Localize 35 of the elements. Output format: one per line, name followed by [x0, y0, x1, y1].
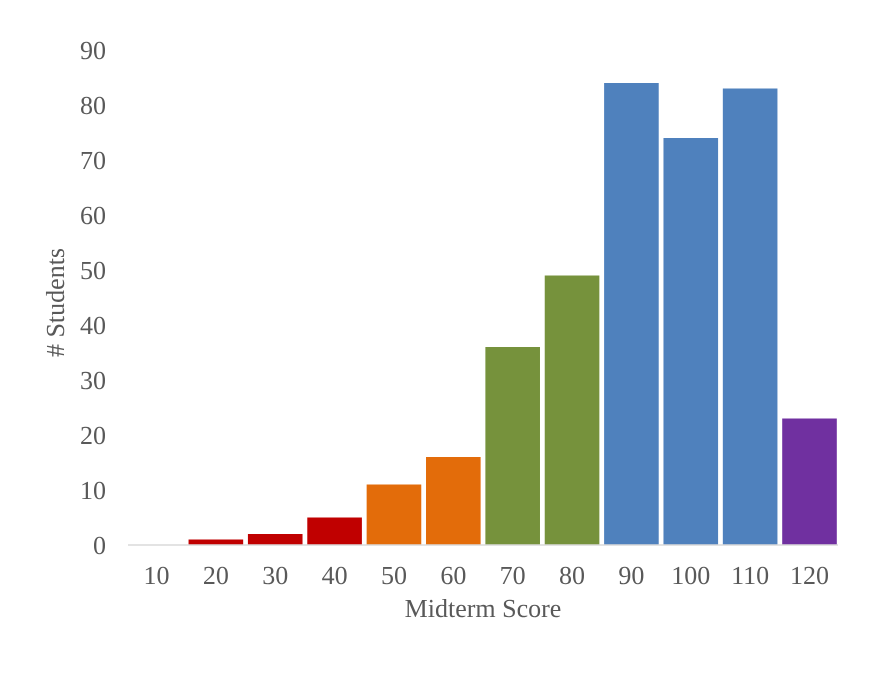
y-tick-label: 80 [80, 91, 106, 120]
bar [188, 540, 244, 545]
x-tick-label: 90 [618, 561, 644, 590]
y-tick-label: 60 [80, 201, 106, 230]
bar [722, 88, 778, 545]
x-tick-label: 100 [671, 561, 710, 590]
x-tick-label: 120 [790, 561, 830, 590]
x-axis-title: Midterm Score [404, 594, 562, 623]
bar [248, 534, 303, 545]
y-tick-label: 40 [80, 311, 106, 340]
bar [544, 276, 600, 545]
bar [307, 518, 362, 545]
bar [782, 418, 837, 545]
bar [604, 83, 659, 545]
bar [366, 484, 422, 545]
bar [663, 138, 718, 545]
x-tick-label: 80 [559, 561, 586, 590]
x-tick-label: 20 [202, 561, 229, 590]
x-tick-label: 110 [731, 561, 770, 590]
x-tick-label: 60 [440, 561, 466, 590]
x-tick-label: 40 [322, 561, 348, 590]
bar [485, 347, 540, 545]
y-axis-title: # Students [41, 248, 70, 358]
y-tick-label: 50 [80, 256, 106, 286]
bar [426, 457, 481, 545]
y-tick-label: 90 [80, 36, 106, 66]
y-tick-label: 10 [80, 476, 106, 506]
x-tick-label: 10 [143, 561, 170, 590]
x-tick-label: 70 [500, 561, 526, 590]
y-tick-label: 70 [80, 146, 106, 176]
x-tick-label: 50 [380, 561, 407, 590]
y-tick-label: 20 [80, 421, 106, 450]
y-tick-label: 0 [93, 531, 106, 560]
x-tick-label: 30 [262, 561, 288, 590]
y-tick-label: 30 [80, 366, 106, 396]
